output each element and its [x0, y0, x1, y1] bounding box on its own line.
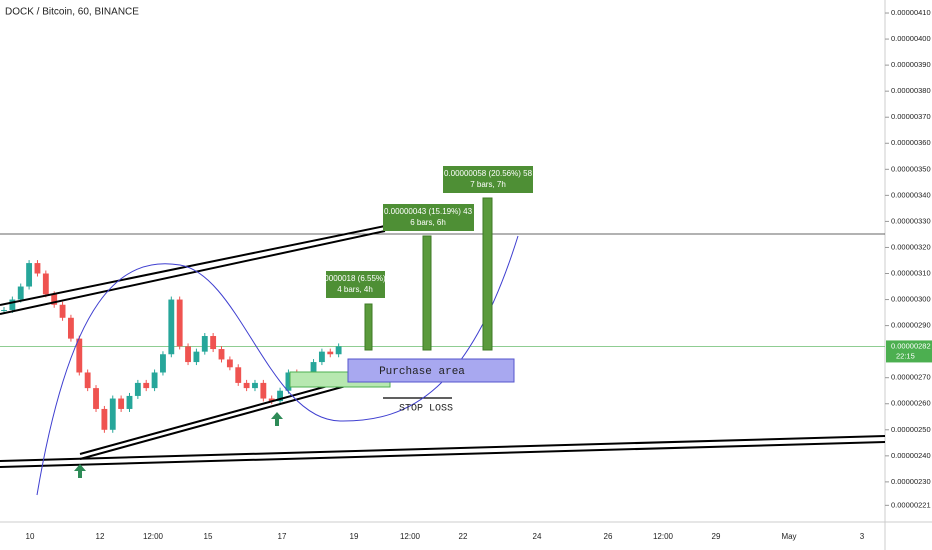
- candle: [93, 388, 99, 409]
- y-tick-label: 0.00000310: [891, 268, 931, 277]
- y-tick-label: 0.00000380: [891, 86, 931, 95]
- candle: [1, 309, 7, 311]
- stop-loss-label: STOP LOSS: [399, 404, 453, 415]
- x-tick-label: 26: [604, 532, 613, 541]
- candle: [235, 367, 242, 383]
- y-tick-label: 0.00000240: [891, 451, 931, 460]
- purchase-label: Purchase area: [379, 366, 465, 378]
- candle: [318, 351, 325, 363]
- candle: [218, 349, 225, 360]
- measure-label: 0.00000043 (15.19%) 43: [384, 207, 473, 216]
- last-price-label: 0.00000282: [891, 341, 931, 350]
- candle: [285, 372, 292, 391]
- x-tick-label: 22: [459, 532, 468, 541]
- x-tick-label: 3: [860, 532, 865, 541]
- y-tick-label: 0.00000230: [891, 477, 931, 486]
- purchase-area: [347, 358, 515, 383]
- candle: [134, 382, 141, 396]
- candle: [151, 372, 158, 389]
- candle: [51, 294, 58, 305]
- x-tick-label: 12:00: [653, 532, 674, 541]
- y-tick-label: 0.00000400: [891, 34, 931, 43]
- y-tick-label: 0.00000340: [891, 190, 931, 199]
- candle: [26, 263, 33, 287]
- candle: [185, 346, 191, 363]
- x-tick-label: 12:00: [400, 532, 421, 541]
- candle: [176, 299, 183, 347]
- candle: [201, 336, 208, 352]
- countdown-label: 22:15: [896, 351, 915, 360]
- candle: [109, 398, 116, 430]
- x-tick-label: May: [781, 532, 796, 541]
- candle: [168, 299, 175, 355]
- y-tick-label: 0.00000300: [891, 295, 931, 304]
- measure-label: 0.00000058 (20.56%) 58: [444, 169, 533, 178]
- x-tick-label: 19: [350, 532, 359, 541]
- y-tick-label: 0.00000330: [891, 216, 931, 225]
- x-tick-label: 29: [712, 532, 721, 541]
- y-tick-label: 0.00000320: [891, 242, 931, 251]
- y-tick-label: 0.00000250: [891, 425, 931, 434]
- x-tick-label: 10: [26, 532, 35, 541]
- candle: [243, 382, 250, 389]
- candle: [76, 338, 83, 373]
- candle: [101, 408, 108, 430]
- candle: [118, 398, 125, 409]
- last-price-tag: [886, 340, 932, 363]
- y-tick-label: 0.00000390: [891, 60, 931, 69]
- candle: [193, 351, 200, 363]
- y-tick-label: 0.00000410: [891, 8, 931, 17]
- x-tick-label: 24: [533, 532, 542, 541]
- candle: [335, 346, 342, 355]
- candle: [42, 273, 49, 295]
- x-tick-label: 15: [204, 532, 213, 541]
- candle: [67, 317, 74, 339]
- y-tick-label: 0.00000290: [891, 321, 931, 330]
- candle: [59, 304, 66, 318]
- candle: [252, 382, 258, 389]
- candle: [160, 354, 166, 373]
- candle: [9, 299, 16, 310]
- y-tick-label: 0.00000260: [891, 399, 931, 408]
- candle: [268, 398, 275, 402]
- y-tick-label: 0.00000350: [891, 164, 931, 173]
- projection-curve: [36, 235, 519, 496]
- candle: [17, 286, 24, 300]
- y-tick-label: 0.00000360: [891, 138, 931, 147]
- candle: [34, 263, 41, 274]
- candle: [277, 390, 284, 402]
- candle: [143, 382, 150, 389]
- candle: [126, 395, 133, 409]
- measure-label: 7 bars, 7h: [470, 180, 506, 189]
- measure-bars: [364, 197, 493, 351]
- x-tick-label: 17: [278, 532, 287, 541]
- candle: [310, 362, 317, 378]
- candle: [84, 372, 91, 389]
- candle: [327, 351, 334, 355]
- arrows: [74, 412, 283, 478]
- y-tick-label: 0.00000370: [891, 112, 931, 121]
- measure-boxes: [326, 166, 533, 298]
- measure-label: 0.00000018 (6.55%) 18: [313, 274, 397, 283]
- candle: [226, 359, 233, 368]
- measure-label: 6 bars, 6h: [410, 218, 446, 227]
- x-tick-label: 12:00: [143, 532, 164, 541]
- chart-title: DOCK / Bitcoin, 60, BINANCE: [5, 7, 139, 18]
- y-tick-label: 0.00000270: [891, 373, 931, 382]
- candle: [210, 336, 217, 350]
- candle: [260, 382, 267, 399]
- measure-label: 4 bars, 4h: [337, 285, 373, 294]
- x-tick-label: 12: [96, 532, 105, 541]
- y-tick-label: 0.00000221: [891, 500, 931, 509]
